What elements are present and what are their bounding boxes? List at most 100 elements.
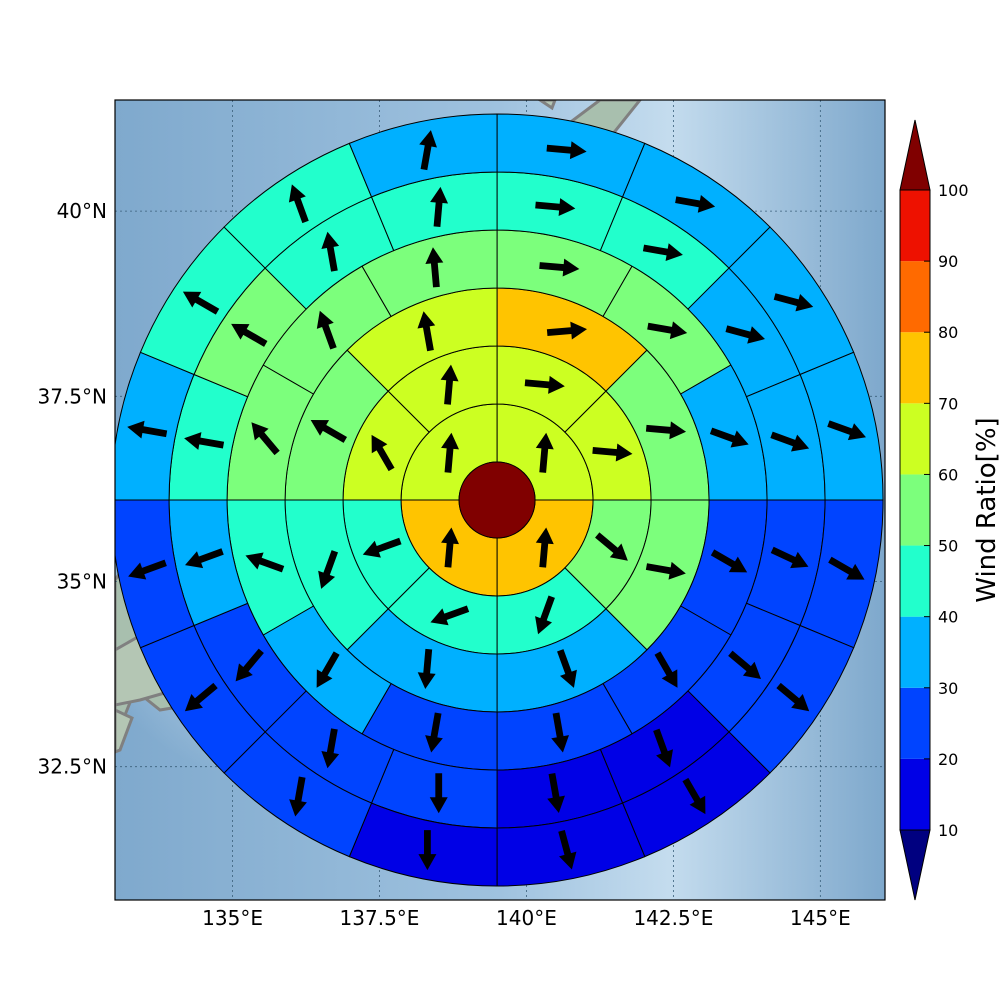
wind-arrow — [592, 443, 633, 462]
wind-arrow — [595, 532, 628, 561]
colorbar-tick-label: 30 — [938, 679, 958, 698]
wind-arrow — [709, 427, 749, 448]
colorbar-tick-label: 90 — [938, 252, 958, 271]
wind-arrow — [251, 422, 280, 456]
colorbar-tick-label: 100 — [938, 181, 969, 200]
lon-tick-label: 145°E — [790, 906, 851, 930]
wind-arrow — [310, 419, 348, 443]
wind-arrow — [645, 421, 687, 440]
wind-arrow — [128, 559, 167, 580]
wind-arrow — [524, 375, 565, 394]
lat-tick-label: 32.5°N — [38, 755, 108, 779]
colorbar-bin — [900, 545, 930, 617]
wind-arrow — [417, 648, 436, 689]
colorbar-tick-label: 70 — [938, 394, 958, 413]
colorbar-tick-label: 40 — [938, 608, 958, 627]
latitude-tick-labels: 32.5°N 35°N 37.5°N 40°N — [38, 199, 108, 779]
colorbar-bin — [900, 687, 930, 759]
lat-tick-label: 40°N — [57, 199, 107, 223]
lat-tick-label: 35°N — [57, 569, 107, 593]
wind-arrow — [535, 595, 555, 635]
wind-arrow — [418, 830, 437, 871]
wind-arrow — [535, 527, 554, 568]
colorbar-tick-label: 10 — [938, 821, 958, 840]
wind-arrow — [235, 648, 264, 682]
colorbar-bin — [900, 261, 930, 333]
colorbar-label: Wind Ratio[%] — [972, 417, 1000, 602]
wind-arrow — [316, 310, 337, 350]
colorbar-bin — [900, 190, 930, 262]
wind-arrow — [425, 712, 443, 753]
wind-arrow — [728, 650, 761, 679]
wind-arrow — [441, 432, 459, 473]
colorbar-frame — [899, 189, 931, 831]
wind-arrow — [770, 431, 810, 452]
wind-arrow — [321, 231, 340, 272]
colorbar-tick-label: 50 — [938, 537, 958, 556]
lon-tick-label: 135°E — [202, 906, 263, 930]
wind-arrow — [546, 321, 588, 340]
colorbar-bin — [900, 403, 930, 475]
lon-tick-label: 140°E — [496, 906, 557, 930]
wind-arrow — [184, 432, 225, 450]
colorbar: 10 20 30 40 50 60 70 80 90 100 — [899, 119, 969, 901]
wind-arrow — [441, 527, 459, 568]
wind-arrow — [828, 556, 865, 580]
wind-arrow — [682, 777, 706, 815]
wind-arrow — [547, 772, 565, 813]
colorbar-bin — [900, 332, 930, 404]
colorbar-tick-label: 20 — [938, 750, 958, 769]
axes-frame — [114, 99, 886, 901]
wind-arrow — [654, 651, 678, 688]
wind-arrow — [429, 773, 448, 814]
wind-arrow — [430, 186, 449, 227]
colorbar-over-triangle — [899, 119, 931, 191]
colorbar-tick-label: 80 — [938, 323, 958, 342]
wind-arrow — [371, 434, 395, 472]
wind-arrow — [184, 682, 218, 712]
wind-arrow — [558, 829, 577, 870]
colorbar-bin — [900, 474, 930, 546]
colorbar-bin — [900, 616, 930, 688]
lat-tick-label: 37.5°N — [38, 384, 108, 408]
colorbar-under-triangle — [899, 829, 931, 901]
wind-arrow — [546, 141, 587, 160]
wind-arrow — [419, 130, 437, 171]
wind-arrow — [653, 728, 674, 768]
colorbar-tick-label: 60 — [938, 465, 958, 484]
colorbar-bin — [900, 758, 930, 830]
center-disk — [458, 461, 536, 539]
wind-arrow — [440, 364, 459, 405]
wind-arrow — [647, 321, 688, 340]
wind-arrow — [245, 552, 285, 573]
hokkaido-tip-land — [537, 100, 557, 111]
lon-tick-label: 142.5°E — [633, 906, 713, 930]
wind-arrows — [127, 130, 866, 871]
wind-arrow — [321, 728, 340, 769]
wind-arrow — [430, 605, 470, 626]
wind-arrow — [710, 549, 748, 573]
wind-arrow — [535, 432, 554, 473]
wind-arrow — [185, 548, 224, 569]
wind-arrow — [539, 258, 580, 277]
wind-arrow — [316, 651, 340, 688]
longitude-tick-labels: 135°E 137.5°E 140°E 142.5°E 145°E — [202, 906, 851, 930]
wind-arrow — [535, 198, 576, 217]
wind-arrow — [182, 291, 220, 315]
wind-arrow — [725, 325, 765, 344]
wind-arrow — [425, 247, 444, 288]
kyushu-edge-land — [115, 708, 134, 754]
wind-arrow — [127, 420, 168, 439]
wind-arrow — [231, 323, 268, 347]
map-axes — [115, 100, 885, 900]
wind-arrow — [289, 776, 307, 817]
wind-arrow — [645, 561, 686, 580]
wind-arrow — [770, 546, 809, 569]
wind-arrow — [318, 550, 339, 589]
wind-arrow — [773, 293, 814, 312]
wind-arrow — [288, 184, 309, 224]
wind-arrow — [362, 537, 402, 558]
wind-arrow — [776, 682, 810, 712]
